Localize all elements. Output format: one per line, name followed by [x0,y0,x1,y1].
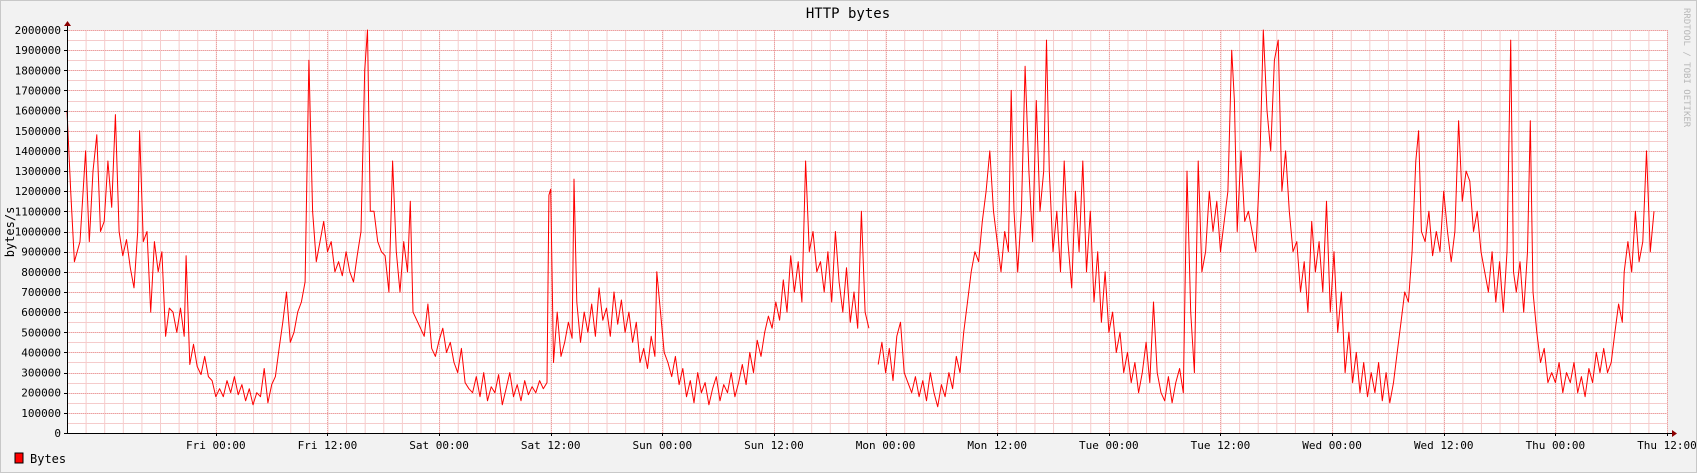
x-tick-label: Tue 00:00 [1079,439,1139,452]
x-tick-label: Fri 00:00 [186,439,246,452]
x-tick-label: Mon 00:00 [856,439,916,452]
y-tick-label: 1000000 [15,226,61,239]
x-tick-label: Thu 00:00 [1526,439,1586,452]
y-axis-arrow [64,21,71,26]
y-tick-label: 1100000 [15,205,61,218]
x-tick-label: Tue 12:00 [1191,439,1251,452]
y-tick-label: 700000 [21,286,61,299]
x-axis-arrow [1672,430,1677,437]
y-tick-label: 0 [54,427,61,440]
y-tick-label: 900000 [21,246,61,259]
x-tick-label: Sat 12:00 [521,439,581,452]
series-line-bytes-seg-0 [66,29,870,406]
y-tick-label: 1500000 [15,125,61,138]
x-tick-label: Wed 00:00 [1302,439,1362,452]
x-tick-label: Thu 12:00 [1637,439,1697,452]
y-tick-label: 1200000 [15,185,61,198]
y-tick-label: 200000 [21,387,61,400]
axes: 0 100000 200000 300000 400000 500000 600000 700… [15,21,1697,452]
x-tick-label: Sat 00:00 [409,439,469,452]
y-tick-label: 100000 [21,407,61,420]
grid [67,30,1668,434]
y-tick-label: 1700000 [15,84,61,97]
x-tick-label: Mon 12:00 [967,439,1027,452]
watermark: RRDTOOL / TOBI OETIKER [1681,8,1691,128]
x-tick-label: Sun 12:00 [744,439,804,452]
chart-title: HTTP bytes [806,6,890,22]
x-tick-label: Fri 12:00 [298,439,358,452]
y-axis-label: bytes/s [3,207,17,258]
series-line-bytes-seg-1 [877,29,1655,408]
legend-swatch-bytes [14,452,24,464]
y-tick-label: 1800000 [15,64,61,77]
legend-label-bytes: Bytes [30,452,66,466]
y-tick-label: 2000000 [15,24,61,37]
x-tick-label: Sun 00:00 [633,439,693,452]
y-tick-label: 800000 [21,266,61,279]
series-layer [66,29,1655,408]
x-tick-label: Wed 12:00 [1414,439,1474,452]
y-tick-label: 1400000 [15,145,61,158]
y-tick-label: 500000 [21,326,61,339]
y-tick-label: 1900000 [15,44,61,57]
y-tick-label: 400000 [21,346,61,359]
y-tick-label: 1600000 [15,105,61,118]
y-tick-label: 300000 [21,367,61,380]
y-tick-label: 1300000 [15,165,61,178]
y-tick-label: 600000 [21,306,61,319]
